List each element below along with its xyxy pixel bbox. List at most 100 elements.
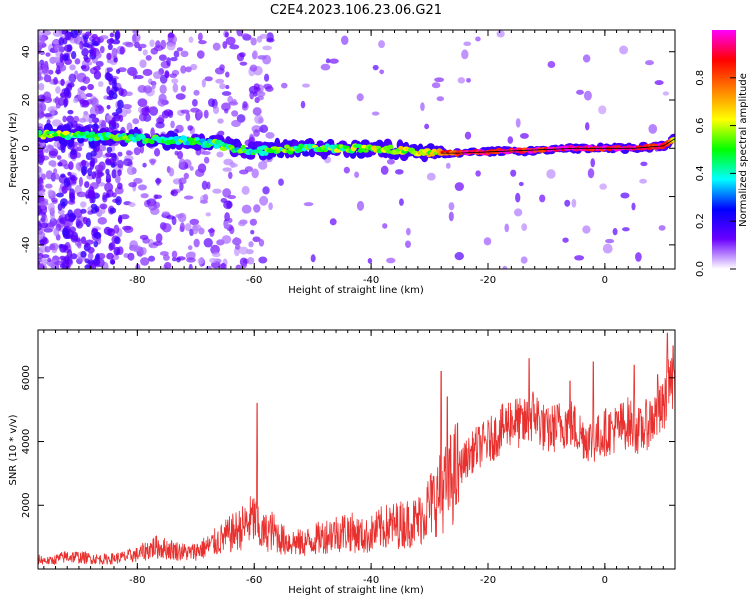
spectrogram-noise-blob (325, 58, 331, 64)
spectrogram-streak-blob (60, 78, 65, 87)
spectrogram-noise-blob (612, 227, 618, 236)
spectrogram-noise-blob (126, 122, 133, 132)
spectrogram-streak-blob (80, 85, 87, 91)
spectrogram-noise-blob (217, 118, 224, 124)
spectrogram-noise-blob (263, 83, 273, 90)
spectrogram-noise-blob (504, 223, 510, 233)
spectrogram-noise-blob (199, 199, 208, 204)
spectrogram-noise-blob (226, 200, 232, 209)
spectrogram-noise-blob (62, 115, 67, 123)
spectrogram-noise-blob (38, 252, 44, 260)
spectrogram-noise-blob (49, 242, 59, 251)
spectrogram-noise-blob (172, 83, 179, 93)
x-tick-label: -20 (480, 575, 496, 586)
spectrogram-noise-blob (97, 217, 107, 225)
snr-x-label: Height of straight line (km) (288, 585, 424, 596)
spectrogram-noise-blob (161, 110, 170, 119)
spectrogram-noise-blob (502, 265, 508, 269)
colorbar-tick-label: 0.2 (695, 213, 706, 229)
spectrogram-noise-blob (222, 41, 228, 49)
spectrogram-streak-blob (59, 263, 66, 269)
spectrogram-streak-blob (106, 85, 111, 95)
spectrogram-noise-blob (239, 61, 248, 66)
spectrogram-noise-blob (662, 91, 670, 96)
spectrogram-noise-blob (238, 169, 249, 175)
spectrogram-streak-blob (89, 193, 94, 204)
spectrogram-noise-blob (201, 78, 206, 88)
spectrogram-noise-blob (54, 96, 60, 105)
colorbar-tick-label: 0.6 (695, 118, 706, 134)
spectrogram-noise-blob (241, 185, 250, 195)
spectrogram-noise-blob (382, 223, 388, 229)
spectrogram-noise-blob (258, 117, 264, 124)
spectrogram-noise-blob (454, 251, 464, 261)
spectrogram-noise-blob (463, 41, 472, 47)
spectrogram-noise-blob (69, 64, 76, 71)
colorbar-tick-label: 0.8 (695, 70, 706, 86)
spectrogram-noise-blob (457, 77, 466, 84)
spectrogram-frame (37, 29, 676, 270)
spectrogram-noise-blob (434, 77, 445, 83)
spectrogram-streak-blob (80, 236, 87, 245)
spectrogram-noise-blob (125, 41, 134, 48)
spectrogram-streak-blob (109, 207, 117, 214)
spectrogram-noise-blob (196, 50, 205, 59)
spectrogram-noise-blob (48, 69, 54, 75)
spectrogram-noise-blob (198, 40, 207, 45)
spectrogram-noise-blob (420, 102, 425, 112)
spectrogram-noise-blob (214, 67, 225, 75)
spectrogram-noise-blob (75, 220, 84, 229)
spectrogram-noise-blob (252, 107, 262, 116)
spectrogram-noise-blob (224, 108, 229, 114)
spectrogram-streak-blob (93, 257, 101, 267)
spectrogram-noise-blob (168, 110, 174, 119)
spectrogram-ridge-point (387, 144, 394, 150)
spectrogram-noise-blob (148, 202, 158, 211)
spectrogram-noise-blob (47, 257, 52, 263)
spectrogram-noise-blob (185, 112, 191, 122)
spectrogram-streak-blob (68, 216, 75, 223)
spectrogram-noise-blob (166, 41, 176, 51)
x-tick-label: 0 (602, 575, 608, 586)
spectrogram-noise-blob (343, 166, 350, 174)
snr-frame (37, 329, 676, 570)
spectrogram-noise-blob (169, 73, 177, 79)
spectrogram-noise-blob (263, 73, 270, 82)
spectrogram-noise-blob (232, 163, 238, 168)
spectrogram-noise-blob (354, 171, 360, 178)
spectrogram-streak-blob (93, 40, 99, 47)
x-tick-label: -60 (246, 275, 262, 286)
spectrogram-noise-blob (168, 167, 175, 177)
spectrogram-noise-blob (80, 201, 87, 208)
spectrogram-noise-blob (126, 166, 136, 176)
spectrogram-noise-blob (564, 199, 571, 207)
spectrogram-streak-blob (83, 54, 89, 61)
spectrogram-noise-blob (234, 244, 241, 250)
spectrogram-ridge-point (283, 144, 290, 149)
spectrogram-streak-blob (66, 44, 73, 52)
spectrogram-streak-blob (113, 236, 121, 245)
spectrogram-noise-blob (56, 65, 61, 75)
spectrogram-streak-blob (80, 208, 87, 214)
spectrogram-noise-blob (239, 52, 246, 58)
spectrogram-noise-blob (257, 161, 268, 170)
spectrogram-y-label: Frequency (Hz) (8, 112, 19, 188)
spectrogram-noise-blob (583, 90, 592, 101)
spectrogram-noise-blob (192, 98, 198, 107)
spectrogram-noise-blob (131, 33, 137, 44)
spectrogram-streak-blob (107, 228, 116, 237)
spectrogram-noise-blob (115, 174, 121, 184)
spectrogram-noise-blob (576, 89, 584, 95)
spectrogram-noise-blob (223, 220, 230, 229)
spectrogram-noise-blob (464, 131, 472, 140)
spectrogram-noise-blob (38, 234, 44, 241)
spectrogram-noise-blob (158, 54, 167, 61)
spectrogram-noise-blob (405, 227, 411, 236)
spectrogram-noise-blob (137, 98, 148, 108)
spectrogram-noise-blob (155, 178, 162, 184)
spectrogram-noise-blob (74, 58, 81, 65)
spectrogram-noise-blob (95, 60, 104, 67)
spectrogram-streak-blob (89, 113, 97, 119)
spectrogram-noise-blob (122, 103, 132, 110)
spectrogram-noise-blob (38, 183, 43, 192)
